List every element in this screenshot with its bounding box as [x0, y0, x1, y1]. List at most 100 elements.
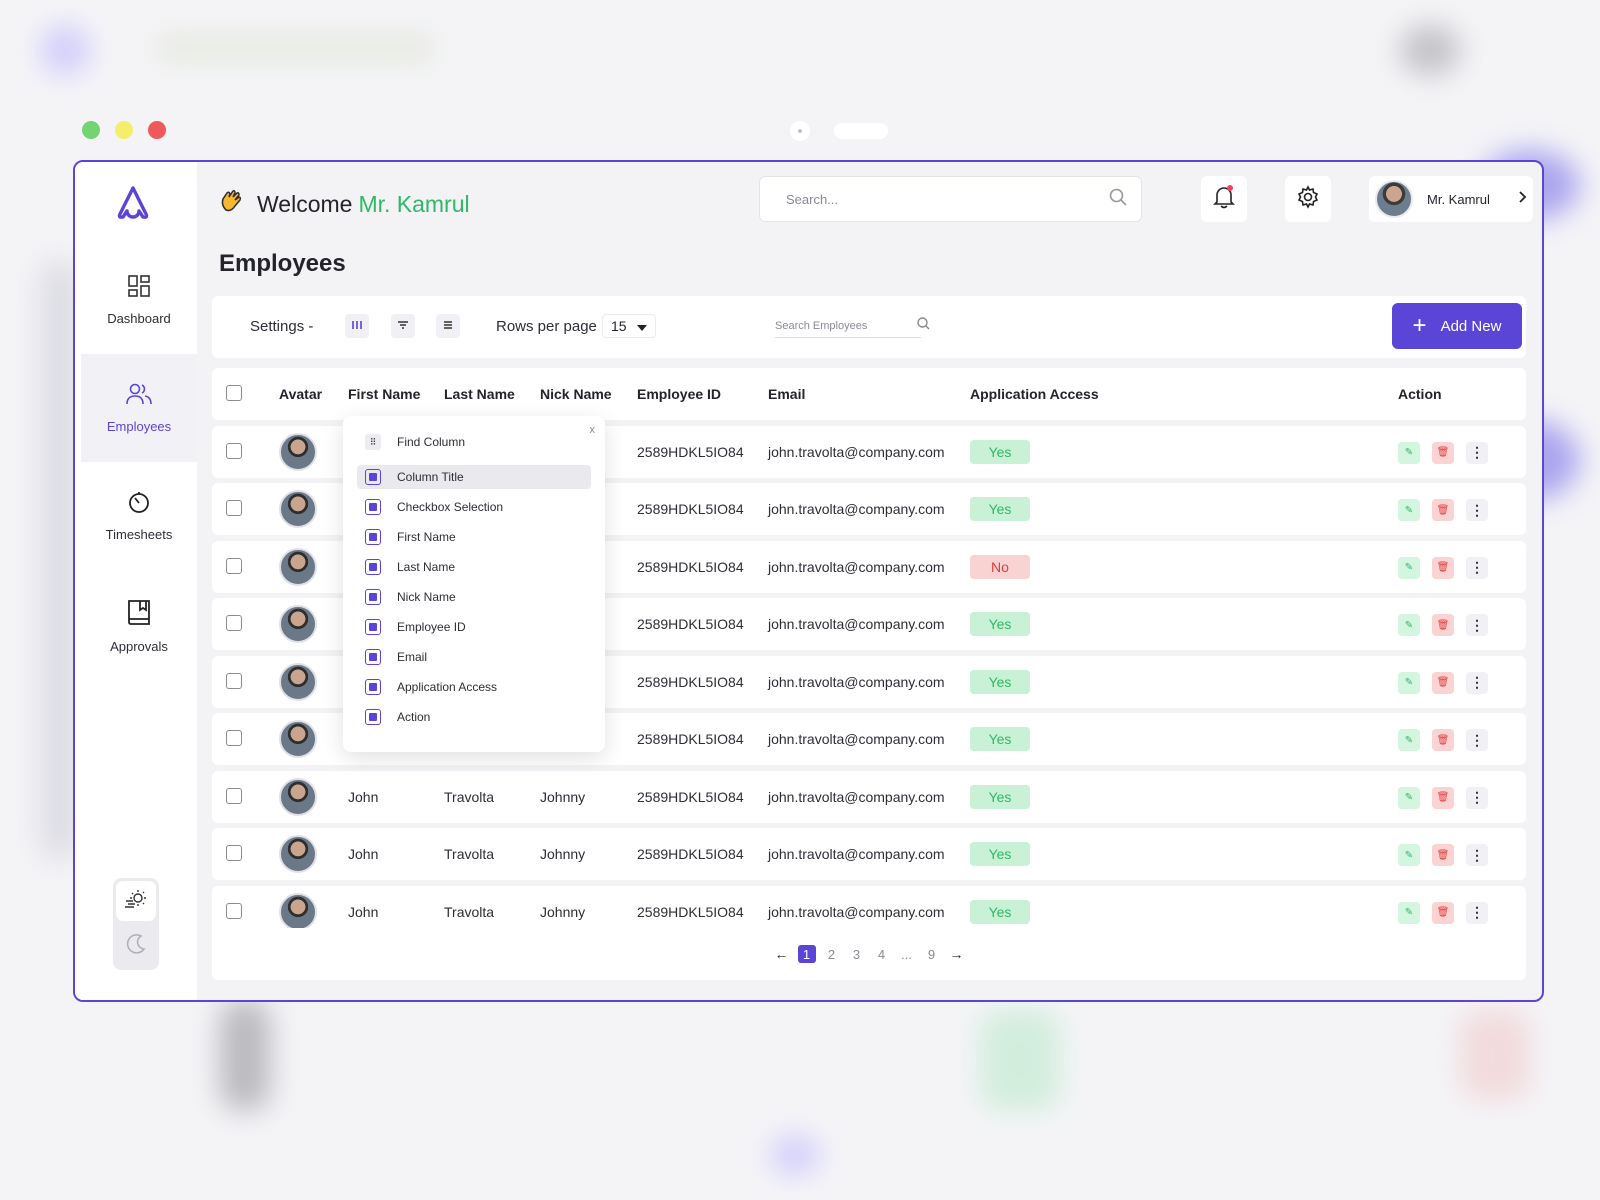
- sidebar-item-approvals[interactable]: Approvals: [81, 572, 197, 680]
- more-options-button[interactable]: ⋮: [1466, 556, 1488, 579]
- filter-button[interactable]: [391, 314, 415, 338]
- delete-button[interactable]: 🗑: [1432, 499, 1454, 521]
- edit-button[interactable]: ✎: [1398, 499, 1420, 521]
- edit-button[interactable]: ✎: [1398, 901, 1420, 924]
- settings-button[interactable]: [1285, 176, 1331, 222]
- search-icon[interactable]: [917, 316, 930, 335]
- column-toggle-item[interactable]: Application Access: [357, 675, 591, 699]
- more-options-button[interactable]: ⋮: [1466, 901, 1488, 924]
- column-checkbox[interactable]: [365, 469, 381, 485]
- delete-button[interactable]: 🗑: [1432, 614, 1454, 636]
- more-options-button[interactable]: ⋮: [1466, 729, 1488, 751]
- page-button[interactable]: 1: [797, 945, 816, 963]
- column-toggle-item[interactable]: Checkbox Selection: [357, 495, 591, 519]
- prev-page-button[interactable]: ←: [774, 946, 789, 962]
- employee-id-cell: 2589HDKL5IO84: [637, 501, 744, 517]
- column-header-application-access[interactable]: Application Access: [970, 386, 1099, 402]
- edit-button[interactable]: ✎: [1398, 729, 1420, 751]
- delete-button[interactable]: 🗑: [1432, 441, 1454, 464]
- row-checkbox[interactable]: [226, 500, 242, 516]
- page-button[interactable]: 3: [852, 946, 861, 962]
- sidebar-item-employees[interactable]: Employees: [81, 354, 197, 462]
- edit-button[interactable]: ✎: [1398, 844, 1420, 866]
- column-toggle-item[interactable]: Employee ID: [357, 615, 591, 639]
- more-options-button[interactable]: ⋮: [1466, 499, 1488, 521]
- delete-button[interactable]: 🗑: [1432, 729, 1454, 751]
- select-all-checkbox[interactable]: [226, 385, 242, 401]
- column-checkbox[interactable]: [365, 619, 381, 635]
- add-new-button[interactable]: + Add New: [1392, 303, 1522, 349]
- notifications-button[interactable]: [1201, 176, 1247, 222]
- columns-toggle-button[interactable]: [345, 314, 369, 338]
- column-toggle-item[interactable]: Last Name: [357, 555, 591, 579]
- sidebar-item-dashboard[interactable]: Dashboard: [81, 246, 197, 354]
- column-checkbox[interactable]: [365, 589, 381, 605]
- column-checkbox[interactable]: [365, 499, 381, 515]
- edit-button[interactable]: ✎: [1398, 614, 1420, 636]
- row-checkbox[interactable]: [226, 557, 242, 574]
- column-toggle-item[interactable]: Email: [357, 645, 591, 669]
- column-header-avatar[interactable]: Avatar: [279, 386, 323, 402]
- more-options-button[interactable]: ⋮: [1466, 671, 1488, 694]
- employee-search-input[interactable]: [775, 319, 917, 332]
- employees-table: Avatar First Name Last Name Nick Name Em…: [212, 368, 1526, 943]
- window-minimize-button[interactable]: [115, 121, 133, 139]
- column-header-first-name[interactable]: First Name: [348, 386, 421, 402]
- row-checkbox[interactable]: [226, 730, 242, 746]
- edit-button[interactable]: ✎: [1398, 556, 1420, 579]
- more-options-button[interactable]: ⋮: [1466, 844, 1488, 866]
- column-toggle-item[interactable]: Action: [357, 705, 591, 729]
- column-header-email[interactable]: Email: [768, 386, 806, 402]
- sidebar-item-timesheets[interactable]: Timesheets: [81, 462, 197, 570]
- edit-button[interactable]: ✎: [1398, 441, 1420, 464]
- delete-button[interactable]: 🗑: [1432, 901, 1454, 924]
- more-options-button[interactable]: ⋮: [1466, 614, 1488, 636]
- window-close-button[interactable]: [148, 121, 166, 139]
- column-header-last-name[interactable]: Last Name: [444, 386, 515, 402]
- more-options-button[interactable]: ⋮: [1466, 786, 1488, 809]
- page-button[interactable]: 9: [927, 946, 936, 962]
- column-header-action[interactable]: Action: [1398, 386, 1442, 402]
- page-button[interactable]: 4: [877, 946, 886, 962]
- column-checkbox[interactable]: [365, 679, 381, 695]
- column-header-employee-id[interactable]: Employee ID: [637, 386, 722, 402]
- page-button[interactable]: 2: [827, 946, 836, 962]
- window-maximize-button[interactable]: [82, 121, 100, 139]
- search-input[interactable]: [786, 191, 1109, 207]
- dark-mode-button[interactable]: [116, 926, 156, 966]
- column-header-nick-name[interactable]: Nick Name: [540, 386, 612, 402]
- delete-button[interactable]: 🗑: [1432, 556, 1454, 579]
- row-checkbox[interactable]: [226, 672, 242, 689]
- row-checkbox[interactable]: [226, 615, 242, 631]
- row-checkbox[interactable]: [226, 787, 242, 804]
- column-checkbox[interactable]: [365, 559, 381, 575]
- rows-per-page-select[interactable]: 15: [602, 314, 656, 338]
- app-logo-icon[interactable]: [115, 184, 151, 220]
- more-options-button[interactable]: ⋮: [1466, 441, 1488, 464]
- column-toggle-item[interactable]: First Name: [357, 525, 591, 549]
- edit-button[interactable]: ✎: [1398, 671, 1420, 694]
- delete-button[interactable]: 🗑: [1432, 786, 1454, 809]
- edit-icon: ✎: [1404, 849, 1414, 861]
- close-popup-button[interactable]: x: [589, 424, 596, 436]
- table-row[interactable]: John Travolta Johnny 2589HDKL5IO84 john.…: [212, 770, 1526, 823]
- delete-button[interactable]: 🗑: [1432, 671, 1454, 694]
- density-button[interactable]: [436, 314, 460, 338]
- trash-icon: 🗑: [1436, 619, 1450, 631]
- column-checkbox[interactable]: [365, 709, 381, 725]
- column-toggle-item[interactable]: Nick Name: [357, 585, 591, 609]
- column-toggle-item[interactable]: Column Title: [357, 465, 591, 489]
- light-mode-button[interactable]: [116, 881, 156, 921]
- column-checkbox[interactable]: [365, 649, 381, 665]
- row-checkbox[interactable]: [226, 902, 242, 919]
- table-row[interactable]: John Travolta Johnny 2589HDKL5IO84 john.…: [212, 828, 1526, 880]
- column-checkbox[interactable]: [365, 529, 381, 545]
- delete-button[interactable]: 🗑: [1432, 844, 1454, 866]
- profile-menu[interactable]: Mr. Kamrul: [1369, 176, 1533, 222]
- search-icon[interactable]: [1109, 188, 1127, 211]
- row-checkbox[interactable]: [226, 442, 242, 459]
- row-checkbox[interactable]: [226, 845, 242, 861]
- edit-button[interactable]: ✎: [1398, 786, 1420, 809]
- find-column-item[interactable]: ⠿ Find Column: [357, 430, 591, 454]
- next-page-button[interactable]: →: [949, 946, 964, 962]
